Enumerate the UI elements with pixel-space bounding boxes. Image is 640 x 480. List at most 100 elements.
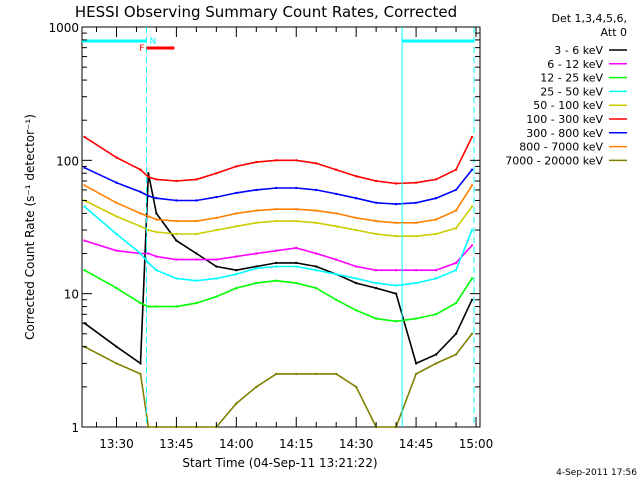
data-point [235, 165, 238, 168]
data-point [355, 281, 358, 285]
series-line [84, 199, 473, 237]
marker-layer: FN [82, 27, 475, 427]
series-line [84, 184, 473, 224]
data-point [175, 258, 178, 261]
y-tick-label: 1000 [48, 21, 79, 35]
data-point [115, 156, 118, 159]
data-point [155, 218, 158, 221]
data-point [275, 186, 278, 190]
legend-title-line-2: Att 0 [601, 26, 627, 39]
data-point [155, 178, 158, 181]
data-point [414, 281, 418, 285]
data-point [414, 221, 418, 224]
data-point [139, 362, 142, 365]
data-point [155, 255, 158, 258]
data-point [115, 201, 118, 204]
x-tick-label: 15:00 [459, 437, 494, 451]
data-point [434, 362, 438, 365]
data-point [374, 281, 378, 285]
data-point [454, 168, 458, 171]
data-point [215, 228, 218, 232]
data-point [83, 205, 86, 208]
data-point [470, 244, 474, 247]
y-axis-label: Corrected Count Rate (s⁻¹ detector⁻¹) [23, 114, 37, 340]
data-point [255, 267, 258, 270]
data-point [335, 168, 338, 171]
data-point [139, 252, 142, 255]
data-point [414, 362, 418, 365]
legend-entry-label: 25 - 50 keV [540, 85, 603, 98]
data-point [374, 269, 378, 272]
data-point [394, 235, 398, 238]
data-point [147, 252, 150, 255]
data-point [355, 385, 358, 389]
data-point [434, 232, 438, 236]
data-point [83, 269, 86, 272]
data-point [355, 197, 358, 200]
data-point [175, 219, 178, 223]
x-tick-label: 14:00 [219, 437, 254, 451]
data-point [355, 265, 358, 268]
data-point [275, 279, 278, 282]
x-tick-label: 14:45 [399, 437, 434, 451]
data-point [83, 166, 86, 169]
data-point [315, 162, 318, 165]
data-point [175, 305, 178, 308]
data-point [295, 186, 298, 190]
legend-title-line-1: Det 1,3,4,5,6, [551, 12, 627, 25]
data-point [454, 353, 458, 356]
data-point [175, 277, 178, 280]
legend-entry-label: 6 - 12 keV [547, 58, 603, 71]
x-tick-label: 13:30 [99, 437, 134, 451]
data-point [394, 269, 398, 272]
data-point [83, 135, 86, 139]
data-point [355, 309, 358, 312]
data-point [175, 199, 178, 202]
data-point [295, 281, 298, 285]
series-layer [83, 135, 474, 429]
series-line [83, 205, 473, 287]
legend-entry-label: 7000 - 20000 keV [505, 154, 603, 167]
data-point [235, 269, 238, 272]
data-point [275, 265, 278, 268]
data-point [235, 286, 238, 290]
data-point [139, 168, 142, 171]
data-point [235, 402, 238, 405]
data-point [394, 292, 398, 295]
data-point [394, 221, 398, 224]
data-point [355, 228, 358, 232]
data-point [255, 188, 258, 192]
data-point [215, 195, 218, 199]
data-point [139, 212, 142, 215]
data-point [255, 252, 258, 255]
data-point [335, 372, 338, 376]
data-point [139, 225, 142, 228]
legend-entry-label: 50 - 100 keV [533, 99, 603, 112]
data-point [235, 273, 238, 276]
series-line [84, 166, 473, 205]
data-point [454, 188, 458, 192]
data-point [434, 269, 438, 272]
data-point [147, 305, 150, 308]
data-point [275, 159, 278, 162]
data-point [315, 372, 318, 376]
data-point [147, 261, 150, 265]
data-point [295, 372, 298, 376]
data-point [275, 249, 278, 252]
data-point [235, 212, 238, 215]
y-axis: 1 10 100 1000 [48, 21, 480, 435]
data-point [139, 372, 142, 376]
data-point [195, 178, 198, 181]
data-point [255, 160, 258, 164]
data-point [315, 209, 318, 212]
data-point [335, 298, 338, 301]
data-point [414, 181, 418, 184]
legend-entry-label: 300 - 800 keV [526, 127, 603, 140]
night-label: N [149, 37, 156, 47]
data-point [215, 258, 218, 261]
data-point [315, 286, 318, 290]
data-point [295, 208, 298, 211]
generation-timestamp: 4-Sep-2011 17:56 [556, 468, 637, 478]
data-point [434, 178, 438, 181]
